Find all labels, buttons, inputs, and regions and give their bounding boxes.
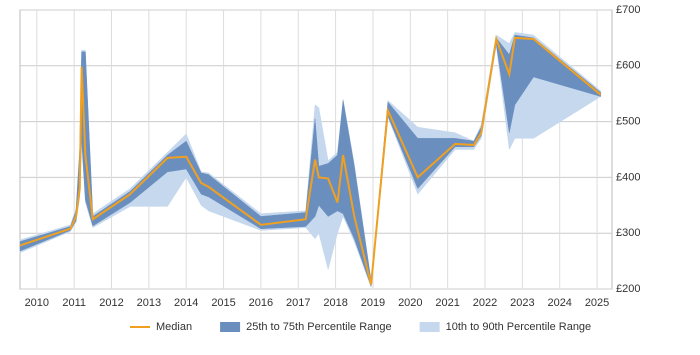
legend-swatch bbox=[419, 322, 440, 332]
x-tick-label: 2025 bbox=[585, 297, 609, 309]
x-tick-label: 2010 bbox=[25, 297, 49, 309]
x-tick-label: 2022 bbox=[473, 297, 497, 309]
y-tick-label: £200 bbox=[616, 283, 640, 295]
legend-label: Median bbox=[156, 321, 192, 333]
legend-label: 10th to 90th Percentile Range bbox=[446, 321, 592, 333]
x-tick-label: 2024 bbox=[547, 297, 571, 309]
x-tick-label: 2019 bbox=[361, 297, 385, 309]
x-tick-label: 2014 bbox=[174, 297, 198, 309]
y-tick-label: £400 bbox=[616, 171, 640, 183]
y-tick-label: £600 bbox=[616, 60, 640, 72]
x-tick-label: 2018 bbox=[323, 297, 347, 309]
x-tick-label: 2011 bbox=[62, 297, 86, 309]
x-tick-label: 2015 bbox=[211, 297, 235, 309]
legend-swatch bbox=[220, 322, 241, 332]
x-tick-label: 2021 bbox=[435, 297, 459, 309]
y-tick-label: £300 bbox=[616, 227, 640, 239]
x-tick-label: 2012 bbox=[99, 297, 123, 309]
x-tick-label: 2016 bbox=[249, 297, 273, 309]
y-tick-label: £700 bbox=[616, 4, 640, 16]
y-tick-label: £500 bbox=[616, 116, 640, 128]
x-tick-label: 2017 bbox=[286, 297, 310, 309]
x-tick-label: 2023 bbox=[510, 297, 534, 309]
x-tick-label: 2020 bbox=[398, 297, 422, 309]
percentile-band bbox=[19, 34, 602, 287]
x-tick-label: 2013 bbox=[137, 297, 161, 309]
median-line bbox=[19, 35, 602, 285]
legend-label: 25th to 75th Percentile Range bbox=[246, 321, 392, 333]
